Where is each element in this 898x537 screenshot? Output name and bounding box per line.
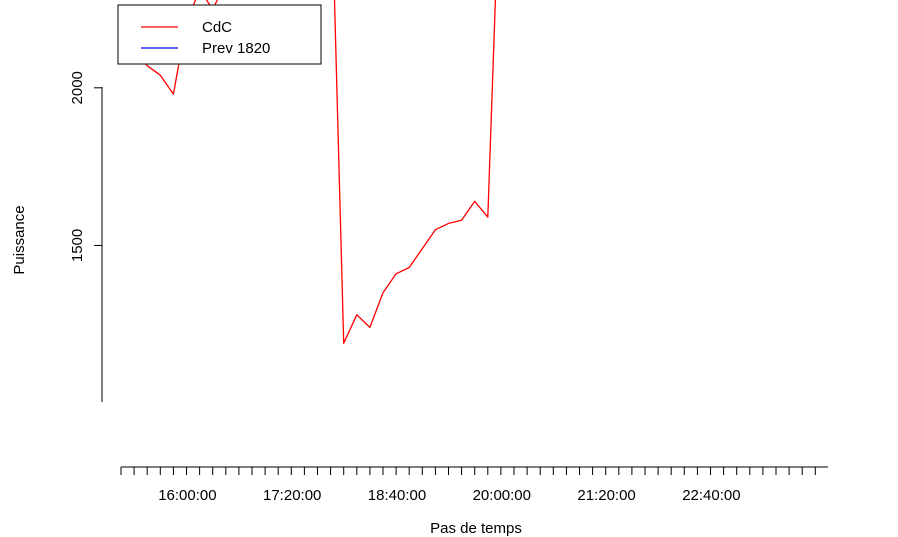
legend-label-prev: Prev 1820	[202, 40, 270, 57]
y-axis-title: Puissance	[11, 205, 28, 274]
series-lines	[120, 0, 497, 344]
x-tick-label: 22:40:00	[682, 487, 740, 504]
x-tick-label: 20:00:00	[473, 487, 531, 504]
plot-area: 16:00:00 17:20:00 18:40:00 20:00:00 21:20:00…	[69, 0, 828, 504]
x-tick-label: 21:20:00	[577, 487, 635, 504]
y-axis-ticks: 15002000250030003500	[69, 71, 102, 262]
x-tick-label: 17:20:00	[263, 487, 321, 504]
legend-label-cdc: CdC	[202, 19, 232, 36]
series-line-cdc	[120, 0, 497, 344]
x-tick-label: 16:00:00	[158, 487, 216, 504]
y-tick-label: 1500	[69, 229, 86, 262]
x-tick-label: 18:40:00	[368, 487, 426, 504]
y-tick-label: 2000	[69, 71, 86, 104]
legend: CdC Prev 1820	[117, 4, 322, 65]
x-axis-title: Pas de temps	[430, 520, 522, 537]
legend-box	[117, 4, 322, 65]
x-axis-ticks: 16:00:00 17:20:00 18:40:00 20:00:00 21:20:00…	[120, 467, 816, 504]
